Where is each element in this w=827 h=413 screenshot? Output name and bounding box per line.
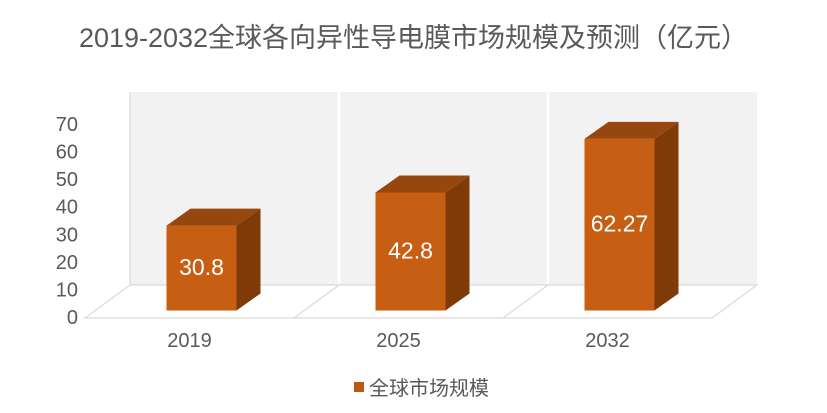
bar-side-face — [236, 208, 261, 311]
bar-front-face — [166, 225, 237, 311]
bar-top-face — [375, 175, 470, 193]
bar-value-label: 42.8 — [388, 237, 433, 263]
x-axis-label: 2032 — [585, 330, 630, 352]
x-axis-label: 2025 — [376, 330, 421, 352]
floor-category-separator — [502, 284, 549, 319]
x-axis-label: 2019 — [167, 330, 212, 352]
y-tick-label: 40 — [56, 197, 78, 219]
legend-swatch-icon — [354, 381, 364, 392]
floor-category-separator — [293, 284, 340, 319]
y-tick-label: 70 — [56, 114, 78, 136]
bar-front-face — [584, 138, 655, 311]
bar-side-face — [654, 121, 679, 311]
legend-label: 全球市场规模 — [369, 378, 489, 400]
y-tick-label: 60 — [56, 142, 78, 164]
y-tick-label: 30 — [56, 224, 78, 246]
chart-title: 2019-2032全球各向异性导电膜市场规模及预测（亿元） — [78, 23, 749, 53]
bar-top-face — [166, 208, 261, 226]
y-tick-label: 0 — [67, 307, 78, 329]
y-tick-label: 50 — [56, 169, 78, 191]
bar-side-face — [445, 175, 470, 311]
bar-value-label: 62.27 — [591, 211, 649, 237]
y-tick-label: 20 — [56, 252, 78, 274]
bar-value-label: 30.8 — [179, 254, 224, 280]
bar-front-face — [375, 192, 446, 311]
y-tick-label: 10 — [56, 279, 78, 301]
legend: 全球市场规模 — [354, 372, 489, 401]
bar-top-face — [584, 121, 679, 139]
